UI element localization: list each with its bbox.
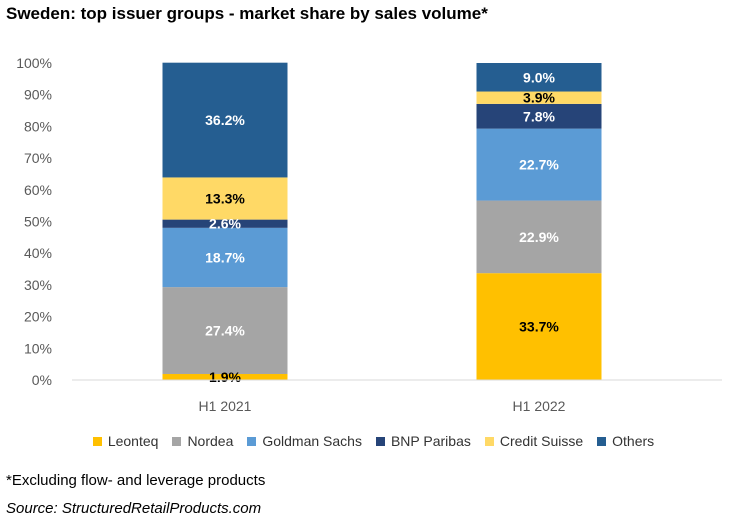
data-label: 13.3% (205, 191, 245, 207)
y-tick-label: 0% (32, 372, 52, 388)
y-tick-label: 40% (24, 245, 52, 261)
y-tick-label: 90% (24, 87, 52, 103)
legend-label: Nordea (187, 433, 234, 449)
bar-segment-goldman-sachs (162, 227, 288, 288)
legend-item: BNP Paribas (375, 433, 471, 449)
data-label: 9.0% (523, 69, 555, 85)
legend-item: Goldman Sachs (247, 433, 362, 449)
y-tick-label: 10% (24, 340, 52, 356)
data-label: 7.8% (523, 108, 555, 124)
legend-label: BNP Paribas (390, 433, 471, 449)
bar-segment-bnp-paribas (476, 103, 602, 129)
y-tick-label: 30% (24, 277, 52, 293)
chart-legend: Leonteq Nordea Goldman Sachs BNP Paribas Cre… (0, 433, 747, 449)
legend-swatch (375, 436, 385, 446)
data-label: 3.9% (523, 90, 555, 106)
y-tick-label: 100% (16, 55, 52, 71)
bar-segment-leonteq (476, 273, 602, 380)
legend-swatch (247, 436, 257, 446)
data-label: 22.7% (519, 157, 559, 173)
y-tick-label: 60% (24, 182, 52, 198)
bar-segment-others (476, 63, 602, 92)
y-tick-label: 20% (24, 309, 52, 325)
data-label: 33.7% (519, 319, 559, 335)
data-label: 36.2% (205, 112, 245, 128)
bar-segment-credit-suisse (476, 91, 602, 104)
data-label: 22.9% (519, 229, 559, 245)
data-label: 1.9% (209, 369, 241, 385)
legend-label: Goldman Sachs (262, 433, 362, 449)
chart-title: Sweden: top issuer groups - market share… (6, 4, 488, 23)
legend-label: Leonteq (107, 433, 159, 449)
bar-segment-goldman-sachs (476, 128, 602, 201)
data-label: 27.4% (205, 323, 245, 339)
y-tick-label: 50% (24, 214, 52, 230)
legend-swatch (597, 436, 607, 446)
bar-segment-nordea (476, 200, 602, 274)
footnote: *Excluding flow- and leverage products (6, 472, 266, 489)
legend-item: Leonteq (92, 433, 159, 449)
x-category-label: H1 2022 (513, 398, 566, 414)
source-credit: Source: StructuredRetailProducts.com (6, 500, 262, 517)
stacked-bar-chart: 0% 10% 20% 30% 40% 50% 60% 70% 80% 90% 100% 1.9% 27.… (16, 55, 722, 414)
bar-segment-nordea (162, 287, 288, 374)
legend-item: Nordea (172, 433, 233, 449)
bar-segment-credit-suisse (162, 177, 288, 220)
legend-swatch (92, 436, 102, 446)
y-tick-label: 80% (24, 118, 52, 134)
legend-label: Credit Suisse (499, 433, 584, 449)
bar-segment-others (162, 62, 288, 178)
legend-item: Credit Suisse (484, 433, 584, 449)
legend-swatch (484, 436, 494, 446)
bar-segment-leonteq (162, 373, 288, 380)
legend-label: Others (612, 433, 655, 449)
legend-item: Others (597, 433, 654, 449)
data-label: 2.6% (209, 216, 241, 232)
data-label: 18.7% (205, 249, 245, 265)
y-tick-label: 70% (24, 150, 52, 166)
x-category-label: H1 2021 (199, 398, 252, 414)
bar-segment-bnp-paribas (162, 219, 288, 228)
legend-swatch (172, 436, 182, 446)
